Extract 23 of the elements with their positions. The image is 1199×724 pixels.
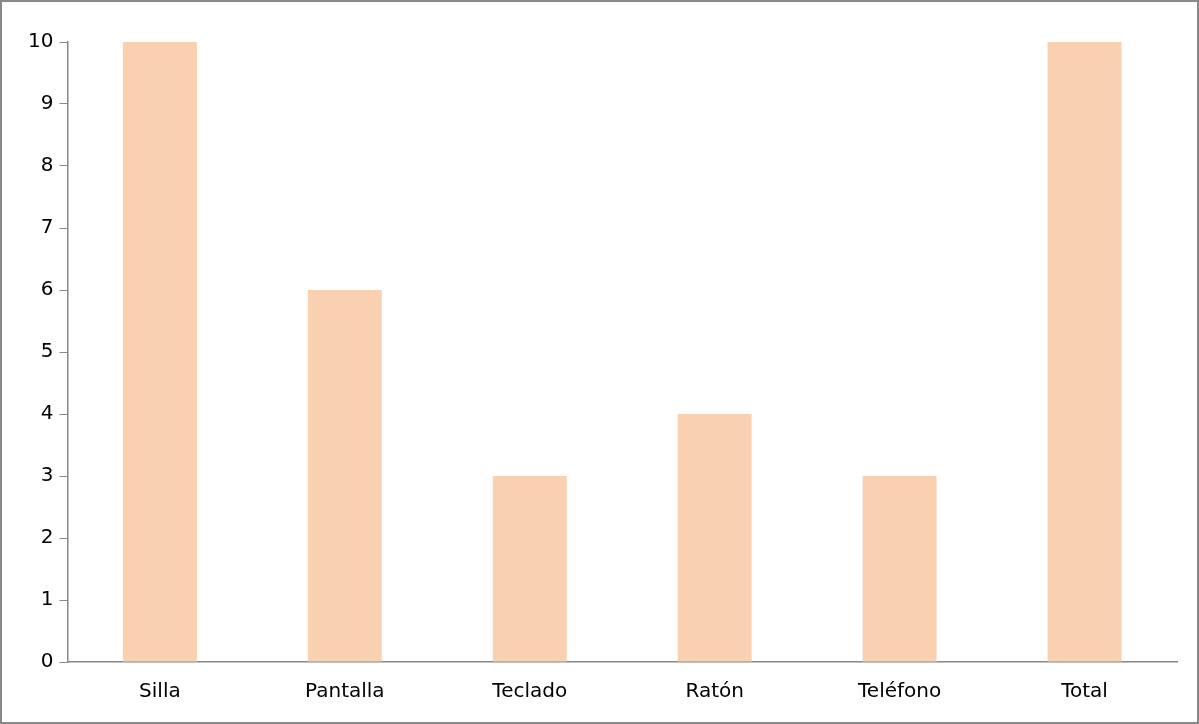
x-tick-label: Ratón	[685, 678, 744, 703]
y-tick-label: 1	[40, 586, 54, 611]
y-tick-label: 9	[40, 90, 54, 115]
bar	[862, 476, 937, 662]
x-tick-label: Silla	[139, 678, 181, 703]
bar	[122, 42, 197, 662]
x-tick-label: Teléfono	[857, 678, 942, 703]
bar	[1047, 42, 1122, 662]
y-tick-label: 7	[40, 214, 54, 239]
bar	[492, 476, 567, 662]
y-tick-label: 3	[40, 462, 54, 487]
y-tick-label: 10	[28, 28, 54, 53]
y-tick-label: 0	[40, 648, 54, 673]
x-tick-label: Total	[1060, 678, 1108, 703]
x-tick-label: Pantalla	[305, 678, 385, 703]
bar	[307, 290, 382, 662]
y-tick-label: 5	[40, 338, 54, 363]
y-tick-label: 6	[40, 276, 54, 301]
x-tick-label: Teclado	[491, 678, 568, 703]
bar	[677, 414, 752, 662]
y-tick-label: 8	[40, 152, 54, 177]
y-tick-label: 2	[40, 524, 54, 549]
y-tick-label: 4	[40, 400, 54, 425]
